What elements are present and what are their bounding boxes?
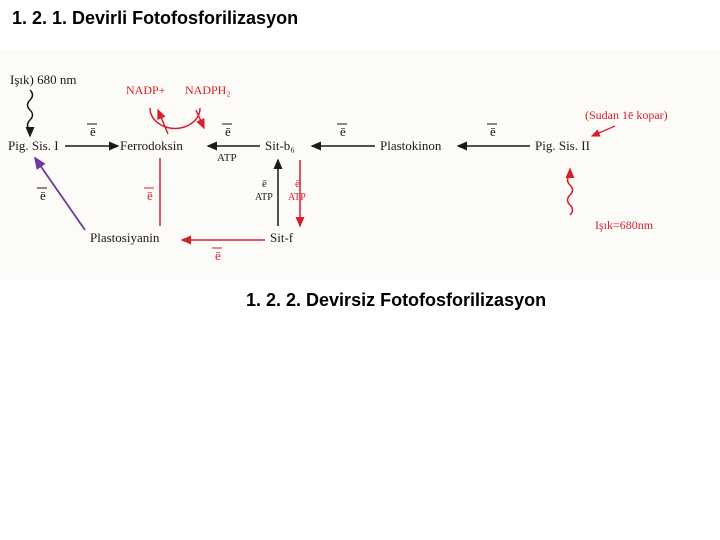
label-e-mid-v: ē — [147, 188, 153, 204]
label-e3: ē — [490, 124, 496, 140]
label-sudan: (Sudan 1ē kopar) — [585, 108, 668, 123]
label-plastosiyanin: Plastosiyanin — [90, 230, 159, 246]
wavy-light-1 — [28, 90, 33, 136]
label-isik1: Işık) 680 nm — [10, 72, 76, 88]
label-nadp: NADP+ — [126, 83, 165, 98]
label-pigII: Pig. Sis. II — [535, 138, 590, 154]
label-atp2: ATP — [255, 192, 273, 203]
label-e-atp1: ē — [225, 124, 231, 140]
label-e1: ē — [90, 124, 96, 140]
label-ferrodoksin: Ferrodoksin — [120, 138, 183, 154]
section-heading-1: 1. 2. 1. Devirli Fotofosforilizasyon — [12, 8, 298, 29]
label-nadph: NADPH₂ — [185, 83, 231, 98]
label-sitf: Sit-f — [270, 230, 293, 246]
label-e2: ē — [340, 124, 346, 140]
label-pigI: Pig. Sis. I — [8, 138, 59, 154]
label-sitb6: Sit-b₆ — [265, 138, 295, 154]
nadp-arc — [150, 108, 200, 128]
label-atp1: ATP — [217, 152, 237, 164]
label-atp3: ATP — [288, 192, 306, 203]
diagram-cyclic-photophosphorylation: Işık) 680 nm Pig. Sis. I Ferrodoksin NAD… — [0, 50, 720, 280]
label-isik2: Işık=680nm — [595, 218, 653, 233]
label-plastokinon: Plastokinon — [380, 138, 441, 154]
label-e-left-v: ē — [40, 188, 46, 204]
label-e-atp3: ē — [295, 178, 300, 190]
section-heading-2: 1. 2. 2. Devirsiz Fotofosforilizasyon — [246, 290, 546, 311]
arrow-sudan-pigII — [592, 126, 615, 136]
wavy-light-2 — [568, 169, 573, 215]
arrow-ferro-nadp — [158, 110, 168, 134]
label-e-bottom: ē — [215, 248, 221, 264]
label-e-atp2: ē — [262, 178, 267, 190]
